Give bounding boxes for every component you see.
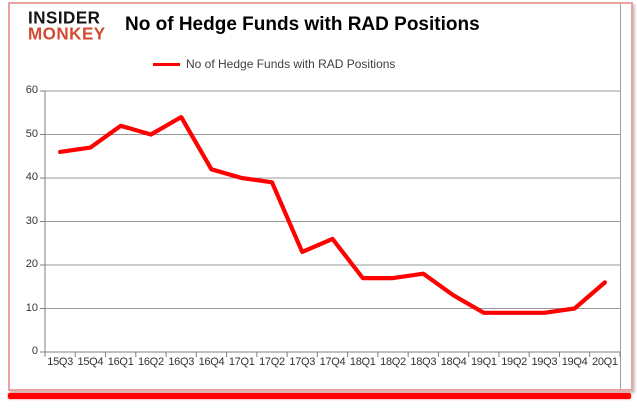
x-tick-label: 18Q3 (410, 356, 437, 368)
line-series (58, 114, 608, 315)
plot-area (40, 90, 621, 357)
x-tick-label: 19Q3 (531, 356, 558, 368)
y-tick-label: 50 (25, 127, 38, 140)
y-tick-label: 60 (25, 84, 38, 96)
y-tick-label: 20 (25, 258, 38, 270)
y-tick-label: 10 (25, 301, 38, 314)
chart-title: No of Hedge Funds with RAD Positions (125, 14, 480, 35)
x-tick-label: 15Q4 (77, 356, 104, 368)
y-tick-label: 30 (25, 214, 38, 227)
x-tick-label: 16Q2 (138, 356, 164, 368)
y-tick-label: 40 (25, 171, 38, 183)
x-tick-label: 20Q1 (592, 356, 618, 368)
x-tick-label: 16Q3 (168, 356, 195, 368)
legend-label: No of Hedge Funds with RAD Positions (186, 57, 396, 71)
x-tick-label: 17Q1 (228, 356, 255, 368)
x-tick-label: 17Q3 (289, 356, 316, 368)
bottom-red-bar (8, 393, 631, 399)
x-tick-label: 17Q4 (319, 356, 346, 368)
x-tick-label: 18Q4 (440, 356, 467, 368)
logo-line-monkey: MONKEY (28, 23, 106, 44)
x-tick-label: 19Q2 (501, 356, 527, 368)
x-tick-label: 18Q2 (380, 356, 406, 368)
logo-line-insider: INSIDER (28, 7, 101, 28)
plot-right-border (620, 4, 621, 389)
y-tick-label: 0 (31, 345, 38, 357)
x-tick-label: 16Q1 (107, 356, 134, 368)
legend-line-marker (153, 62, 180, 66)
insider-monkey-logo: INSIDER MONKEY (28, 7, 106, 44)
x-tick-label: 19Q4 (561, 356, 588, 368)
legend: No of Hedge Funds with RAD Positions (153, 56, 395, 72)
x-tick-label: 17Q2 (259, 356, 285, 368)
x-tick-label: 15Q3 (47, 356, 73, 368)
chart-frame: INSIDER MONKEY No of Hedge Funds with RA… (8, 2, 633, 391)
x-tick-label: 18Q1 (349, 356, 376, 368)
x-tick-label: 16Q4 (198, 356, 225, 368)
x-tick-label: 19Q1 (470, 356, 497, 368)
